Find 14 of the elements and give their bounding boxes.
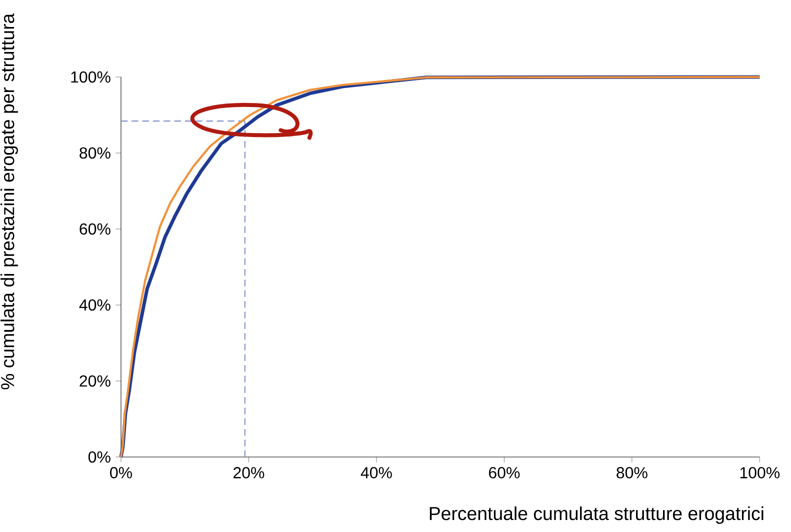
y-tick-label: 0% [88,451,110,463]
y-tick-label: 40% [79,299,110,311]
y-tick-label: 100% [71,71,110,83]
y-tick-label: 60% [80,223,110,235]
y-tick-label: 20% [80,375,110,387]
x-tick-label: 40% [360,467,392,478]
x-tick-label: 100% [740,467,780,478]
x-tick-label: 0% [110,467,132,478]
y-tick-label: 80% [80,147,110,159]
x-tick-label: 60% [489,467,520,478]
x-tick-label: 80% [616,467,648,478]
x-axis-title: Percentuale cumulata strutture erogatrici [430,506,764,524]
y-axis-title: % cumulata di prestazini erogate per struttura [0,13,18,390]
x-tick-label: 20% [234,467,264,478]
